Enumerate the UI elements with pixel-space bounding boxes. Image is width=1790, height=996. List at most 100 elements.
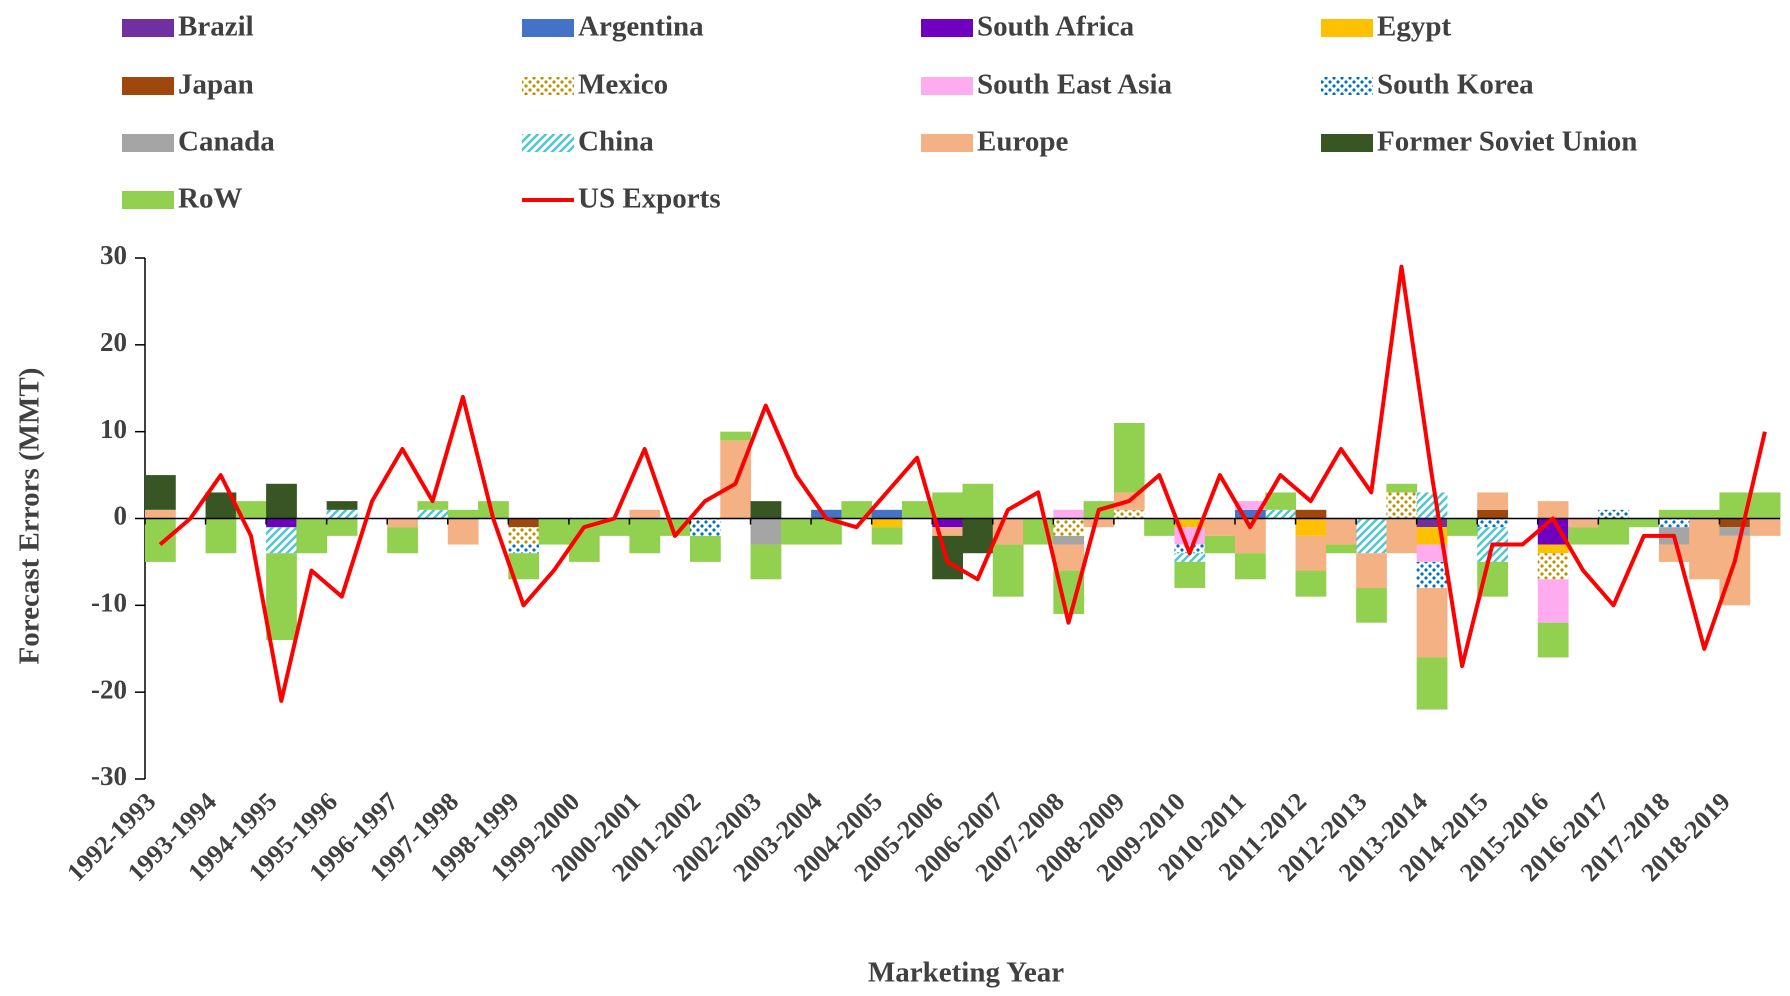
bar — [871, 527, 903, 545]
legend-label: South Africa — [977, 11, 1135, 43]
bar — [508, 544, 540, 554]
bar — [296, 518, 328, 554]
legend-label: Europe — [977, 126, 1068, 158]
bar — [266, 527, 297, 554]
bar — [1053, 509, 1085, 519]
bar — [1204, 535, 1236, 554]
bar — [417, 501, 449, 510]
y-tick-label: -10 — [91, 588, 127, 618]
bar — [1416, 544, 1448, 562]
bar — [326, 501, 358, 510]
bar — [1537, 544, 1569, 554]
bar — [387, 527, 418, 554]
legend-label: Japan — [178, 69, 254, 101]
bar — [780, 518, 812, 545]
bar — [387, 518, 418, 528]
bar — [1235, 501, 1266, 510]
bar — [720, 431, 752, 441]
bar — [1235, 553, 1266, 580]
bar — [1416, 518, 1448, 528]
bar — [811, 509, 842, 519]
bar — [1416, 587, 1448, 658]
legend-label: Brazil — [178, 11, 254, 43]
bar — [1719, 518, 1751, 528]
y-tick-label: -20 — [91, 674, 127, 704]
bar — [1598, 509, 1630, 519]
bar — [1356, 553, 1387, 588]
legend-label: Canada — [178, 126, 275, 158]
bar — [1265, 492, 1297, 510]
y-tick-label: 30 — [100, 240, 127, 270]
bar — [1295, 535, 1327, 571]
bar — [659, 518, 691, 536]
legend-label: Former Soviet Union — [1377, 126, 1637, 158]
bar — [750, 544, 782, 580]
y-axis-title: Forecast Errors (MMT) — [14, 368, 46, 665]
bar — [1658, 544, 1690, 562]
bar — [1356, 518, 1387, 554]
bar — [1325, 544, 1357, 554]
bar — [629, 509, 661, 519]
y-tick-label: 0 — [114, 501, 128, 531]
bar — [1265, 509, 1297, 519]
legend-swatch — [522, 77, 574, 95]
bar — [1416, 561, 1448, 588]
legend-swatch — [1321, 77, 1373, 95]
legend-swatch — [921, 19, 973, 37]
legend-swatch — [122, 191, 174, 209]
legend-swatch — [921, 77, 973, 95]
bar — [1053, 518, 1085, 536]
bar — [1386, 518, 1418, 554]
y-tick-label: -30 — [91, 761, 127, 791]
bar — [932, 518, 963, 528]
bar — [690, 518, 721, 536]
bar — [629, 518, 661, 554]
bar — [1658, 509, 1690, 519]
bar — [266, 553, 297, 641]
bar — [235, 501, 267, 519]
bar — [1689, 518, 1720, 580]
line — [158, 264, 1767, 703]
bar — [750, 501, 782, 519]
bar — [205, 518, 237, 554]
bar — [145, 518, 176, 562]
bar — [538, 518, 570, 545]
bar — [932, 527, 963, 536]
bar — [1144, 518, 1175, 536]
bar — [1174, 553, 1206, 562]
bar — [145, 475, 176, 510]
bar — [326, 509, 358, 519]
bar — [447, 518, 479, 545]
bar — [1113, 509, 1145, 519]
bar — [266, 518, 297, 528]
bar — [1416, 657, 1448, 710]
legend-swatch — [122, 19, 174, 37]
bar — [417, 509, 449, 519]
bar — [1689, 509, 1720, 519]
legend-swatch — [522, 19, 574, 37]
bar — [508, 518, 540, 528]
bar — [992, 544, 1024, 597]
bar — [932, 492, 963, 519]
bar — [1477, 509, 1508, 519]
legend-swatch — [522, 134, 574, 152]
bar — [901, 501, 933, 519]
bar — [1749, 492, 1781, 519]
bar — [841, 501, 873, 519]
bar — [145, 509, 176, 519]
bar — [447, 509, 479, 519]
legend-swatch — [122, 77, 174, 95]
bar — [266, 483, 297, 519]
bar — [1537, 553, 1569, 580]
bar — [1356, 587, 1387, 623]
bar — [1174, 561, 1206, 588]
bar — [1537, 501, 1569, 519]
y-tick-label: 10 — [100, 414, 127, 444]
bar — [1174, 518, 1206, 528]
legend-label: China — [578, 126, 654, 158]
bar — [1446, 518, 1478, 536]
bar — [1295, 518, 1327, 536]
bar — [871, 518, 903, 528]
bar — [1477, 518, 1508, 528]
